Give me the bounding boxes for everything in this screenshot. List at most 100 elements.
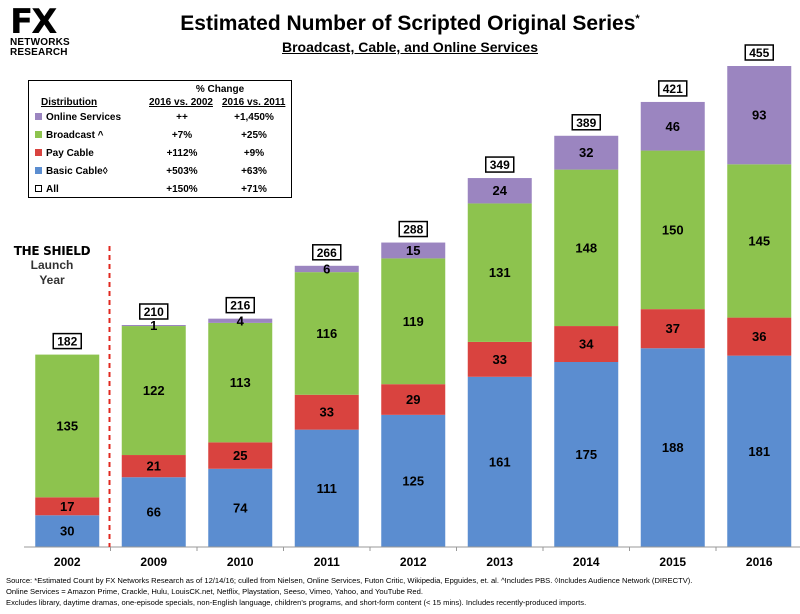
data-label-online-2009: 1	[150, 318, 157, 333]
legend-a-basic-cable: +503%	[166, 166, 198, 177]
logo-line-1: NETWORKS	[10, 37, 70, 48]
bar-segment-broadcast-2015	[640, 150, 705, 310]
x-tick-label-2009: 2009	[140, 555, 167, 569]
legend-b-pay-cable: +9%	[243, 148, 265, 159]
data-label-basic-cable-2012: 125	[402, 473, 424, 488]
total-label-2012: 288	[403, 223, 423, 237]
legend-b-all: +71%	[241, 184, 267, 195]
legend-a-pay-cable: +112%	[166, 148, 198, 159]
bar-segment-online-2015	[640, 101, 705, 151]
bar-segment-broadcast-2013	[467, 203, 532, 342]
bar-segment-pay-cable-2002	[35, 497, 100, 516]
shield-launch: Launch	[30, 258, 74, 272]
legend-row-broadcast: Broadcast ^	[35, 128, 104, 144]
data-label-basic-cable-2009: 66	[147, 505, 161, 520]
x-tick-label-2010: 2010	[227, 555, 254, 569]
data-label-online-2015: 46	[666, 119, 680, 134]
legend-pct-header: % Change	[195, 84, 245, 95]
total-label-2011: 266	[317, 246, 337, 260]
legend-table: % Change Distribution 2016 vs. 2002 2016…	[28, 80, 292, 198]
bar-segment-pay-cable-2010	[208, 442, 273, 469]
total-box-2012	[398, 220, 428, 238]
legend-swatch-basic-cable	[35, 167, 42, 174]
bar-segment-broadcast-2011	[294, 272, 359, 395]
x-tick-label-2011: 2011	[314, 555, 340, 569]
shield-launch-annotation: THE SHIELD Launch Year	[6, 244, 98, 288]
legend-row-basic-cable: Basic Cable◊	[35, 164, 108, 180]
bar-segment-broadcast-2009	[121, 326, 186, 456]
legend-b-broadcast: +25%	[241, 130, 267, 141]
data-label-broadcast-2014: 148	[575, 240, 597, 255]
total-label-2002: 182	[57, 335, 77, 349]
bar-segment-pay-cable-2015	[640, 309, 705, 349]
legend-label-pay-cable: Pay Cable	[46, 148, 94, 159]
data-label-basic-cable-2015: 188	[662, 440, 684, 455]
total-box-2014	[571, 114, 601, 131]
bar-segment-broadcast-2010	[208, 322, 273, 443]
bar-segment-basic-cable-2010	[208, 468, 273, 547]
source-line-1: Source: *Estimated Count by FX Networks …	[6, 576, 693, 585]
x-tick-label-2002: 2002	[54, 555, 81, 569]
data-label-broadcast-2013: 131	[489, 265, 511, 280]
bar-segment-basic-cable-2012	[381, 414, 446, 547]
data-label-basic-cable-2016: 181	[748, 444, 770, 459]
total-box-2016	[744, 44, 774, 61]
legend-a-online: ++	[176, 112, 188, 123]
bar-segment-broadcast-2002	[35, 354, 100, 498]
bar-segment-basic-cable-2011	[294, 429, 359, 547]
chart-title-footnote-mark: *	[635, 13, 640, 25]
bar-segment-broadcast-2016	[727, 164, 792, 318]
x-tick-label-2015: 2015	[659, 555, 686, 569]
legend-row-pay-cable: Pay Cable	[35, 146, 94, 162]
data-label-basic-cable-2014: 175	[575, 447, 597, 462]
legend-distribution-header: Distribution	[41, 97, 98, 108]
logo-line-2: RESEARCH	[10, 47, 68, 58]
data-label-basic-cable-2013: 161	[489, 454, 511, 469]
data-label-broadcast-2011: 116	[316, 326, 337, 341]
data-label-online-2010: 4	[237, 313, 245, 328]
bar-segment-pay-cable-2012	[381, 384, 446, 415]
legend-swatch-broadcast	[35, 131, 42, 138]
x-tick-label-2012: 2012	[400, 555, 427, 569]
total-label-2016: 455	[749, 46, 769, 60]
legend-label-online: Online Services	[46, 112, 122, 123]
data-label-pay-cable-2011: 33	[320, 405, 334, 420]
bar-segment-online-2009	[121, 325, 186, 327]
logo-fx-text: FX	[10, 2, 57, 42]
legend-label-all: All	[46, 184, 59, 195]
legend-col-b-header: 2016 vs. 2011	[222, 97, 286, 108]
x-tick-label-2014: 2014	[573, 555, 600, 569]
data-label-online-2012: 15	[406, 243, 420, 258]
data-label-basic-cable-2002: 30	[60, 524, 74, 539]
total-box-2010	[225, 296, 255, 314]
data-label-basic-cable-2010: 74	[233, 500, 248, 515]
bar-segment-online-2014	[554, 135, 619, 170]
bar-segment-basic-cable-2002	[35, 515, 100, 547]
legend-label-broadcast: Broadcast ^	[46, 130, 104, 141]
legend-row-online: Online Services	[35, 110, 121, 126]
total-box-2009	[139, 303, 169, 320]
total-label-2010: 216	[230, 299, 250, 313]
source-footnote: Source: *Estimated Count by FX Networks …	[6, 575, 796, 608]
data-label-pay-cable-2009: 21	[147, 459, 161, 474]
bar-segment-basic-cable-2015	[640, 348, 705, 547]
data-label-pay-cable-2016: 36	[752, 329, 766, 344]
bar-segment-pay-cable-2009	[121, 455, 186, 478]
legend-row-all: All	[35, 182, 59, 198]
chart-title-text: Estimated Number of Scripted Original Se…	[180, 12, 636, 35]
bar-segment-basic-cable-2013	[467, 376, 532, 547]
x-tick-label-2016: 2016	[746, 555, 773, 569]
bar-segment-basic-cable-2009	[121, 477, 186, 547]
legend-swatch-all	[35, 185, 42, 192]
shield-year: Year	[39, 273, 65, 287]
legend-a-broadcast: +7%	[171, 130, 193, 141]
total-box-2013	[485, 156, 515, 173]
bar-segment-online-2016	[727, 66, 792, 165]
legend-label-basic-cable: Basic Cable◊	[46, 166, 108, 177]
x-tick-label-2013: 2013	[486, 555, 513, 569]
bar-segment-broadcast-2014	[554, 169, 619, 327]
legend-b-online: +1,450%	[234, 112, 274, 123]
data-label-pay-cable-2010: 25	[233, 448, 247, 463]
data-label-pay-cable-2015: 37	[666, 321, 680, 336]
